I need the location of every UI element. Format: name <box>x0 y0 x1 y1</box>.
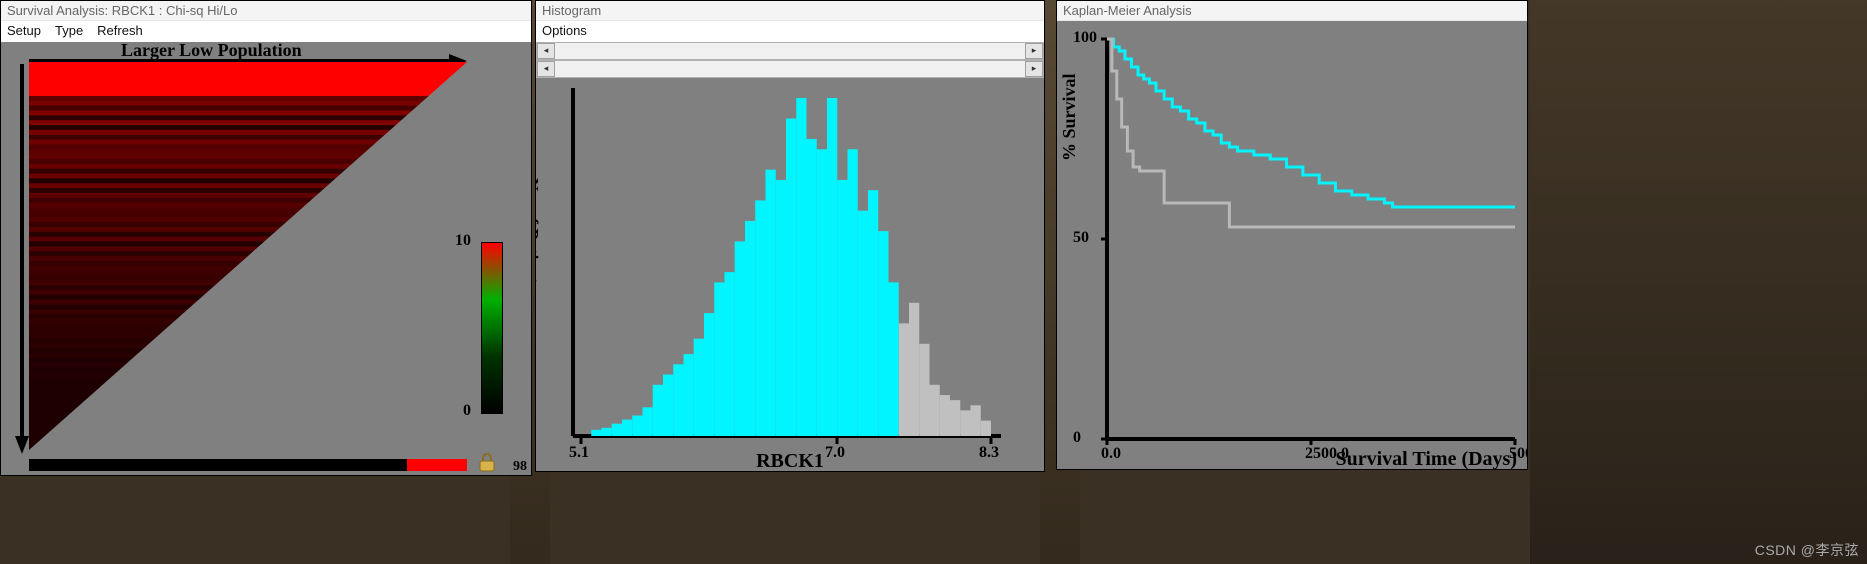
y-axis-title: Larger High Population <box>1 162 3 347</box>
x-axis-title: Survival Time (Days) <box>1336 448 1518 469</box>
x-axis-title: RBCK1 <box>756 450 824 471</box>
watermark: CSDN @李京弦 <box>1755 540 1859 560</box>
heatmap <box>29 62 467 450</box>
menu-options[interactable]: Options <box>542 23 587 38</box>
histogram-canvas: No. of Patients 5.17.08.3 RBCK1 <box>536 78 1044 471</box>
x-tick-label: 7.0 <box>825 444 845 462</box>
y-tick-label: 100 <box>1073 29 1097 47</box>
scrollbar-bottom[interactable]: ◂ ▸ <box>536 60 1044 78</box>
histogram-window: Histogram Options ◂ ▸ ◂ ▸ No. of Patient… <box>535 0 1045 472</box>
menubar: Options <box>536 21 1044 42</box>
scroll-left-button[interactable]: ◂ <box>537 61 555 77</box>
colorbar <box>481 242 503 414</box>
scroll-right-button[interactable]: ▸ <box>1025 61 1043 77</box>
heatmap-canvas: Larger Low Population Larger High Popula… <box>1 42 531 475</box>
x-tick-label: 0.0 <box>1101 445 1121 463</box>
km-plot <box>1057 21 1527 469</box>
menubar: Setup Type Refresh <box>1 21 531 42</box>
scrollbar-top[interactable]: ◂ ▸ <box>536 42 1044 60</box>
scroll-track[interactable] <box>555 61 1025 77</box>
population-strip <box>29 459 467 471</box>
lock-icon <box>477 452 497 475</box>
colorbar-max-label: 10 <box>455 232 471 250</box>
kaplan-meier-window: Kaplan-Meier Analysis % Survival 050100 … <box>1056 0 1528 470</box>
scroll-right-button[interactable]: ▸ <box>1025 43 1043 59</box>
x-tick-label: 8.3 <box>979 444 999 462</box>
scroll-left-button[interactable]: ◂ <box>537 43 555 59</box>
menu-refresh[interactable]: Refresh <box>97 23 143 38</box>
histogram-bars <box>536 78 1044 471</box>
y-tick-label: 50 <box>1073 229 1089 247</box>
window-title[interactable]: Kaplan-Meier Analysis <box>1057 1 1527 21</box>
y-axis-arrow <box>15 64 29 456</box>
menu-setup[interactable]: Setup <box>7 23 41 38</box>
y-tick-label: 0 <box>1073 429 1081 447</box>
scroll-track[interactable] <box>555 43 1025 59</box>
km-canvas: % Survival 050100 0.02500.05000.0 Surviv… <box>1057 21 1527 469</box>
survival-analysis-window: Survival Analysis: RBCK1 : Chi-sq Hi/Lo … <box>0 0 532 476</box>
menu-type[interactable]: Type <box>55 23 83 38</box>
x-tick-label: 5.1 <box>569 444 589 462</box>
window-title[interactable]: Histogram <box>536 1 1044 21</box>
colorbar-min-label: 0 <box>463 402 471 420</box>
window-title[interactable]: Survival Analysis: RBCK1 : Chi-sq Hi/Lo <box>1 1 531 21</box>
footer-count: 98 <box>513 459 527 475</box>
